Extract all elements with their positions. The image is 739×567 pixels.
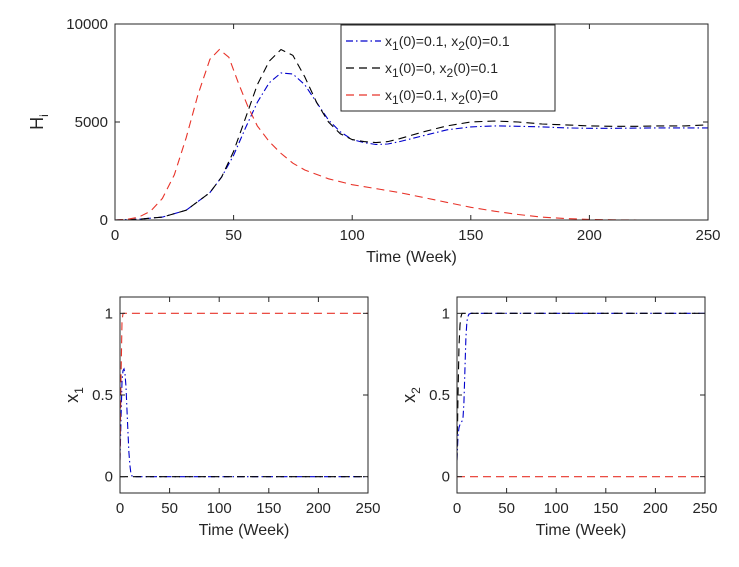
series-line-2 <box>115 48 708 220</box>
x-axis-label: Time (Week) <box>199 522 290 539</box>
legend: x1(0)=0.1, x2(0)=0.1 x1(0)=0, x2(0)=0.1 x1… <box>340 24 556 112</box>
x-tick-label: 250 <box>692 500 717 517</box>
y-tick-label: 0 <box>100 212 108 229</box>
y-tick-label: 0 <box>105 469 113 486</box>
legend-label-1: x1(0)=0, x2(0)=0.1 <box>385 60 498 80</box>
x-tick-label: 50 <box>161 500 178 517</box>
series-line-0 <box>115 72 708 220</box>
x-tick-label: 0 <box>111 227 119 244</box>
chart-1: 0 50 100 150 200 250 0 0.5 1 Time (Week) x1 <box>62 296 381 539</box>
x-tick-label: 100 <box>544 500 569 517</box>
axes-box <box>456 296 706 494</box>
legend-label-0: x1(0)=0.1, x2(0)=0.1 <box>385 33 510 53</box>
legend-label-2: x1(0)=0.1, x2(0)=0 <box>385 87 498 107</box>
y-axis-label: x2 <box>399 387 423 403</box>
x-tick-label: 50 <box>225 227 242 244</box>
x-tick-label: 200 <box>643 500 668 517</box>
series-line-0 <box>120 367 368 478</box>
x-tick-label: 150 <box>256 500 281 517</box>
y-tick-label: 0.5 <box>92 387 113 404</box>
x-tick-label: 250 <box>695 227 720 244</box>
y-tick-label: 1 <box>105 305 113 322</box>
x-tick-label: 0 <box>453 500 461 517</box>
chart-0: 0 50 100 150 200 250 0 5000 10000 Time (Week) Hi x1… <box>27 16 721 266</box>
x-tick-label: 200 <box>306 500 331 517</box>
series-line-1 <box>457 312 705 461</box>
x-tick-label: 100 <box>207 500 232 517</box>
y-tick-label: 10000 <box>66 16 108 33</box>
chart-2: 0 50 100 150 200 250 0 0.5 1 Time (Week) x2 <box>399 296 718 539</box>
x-tick-label: 200 <box>577 227 602 244</box>
series-line-1 <box>115 48 708 220</box>
y-axis-label: Hi <box>27 114 51 130</box>
series-line-2 <box>120 312 368 461</box>
x-axis-label: Time (Week) <box>366 249 457 266</box>
x-tick-label: 0 <box>116 500 124 517</box>
x-tick-label: 50 <box>498 500 515 517</box>
x-tick-label: 100 <box>340 227 365 244</box>
x-tick-label: 250 <box>355 500 380 517</box>
x-tick-label: 150 <box>593 500 618 517</box>
y-tick-label: 0 <box>442 469 450 486</box>
axes-box <box>119 296 369 494</box>
y-tick-label: 1 <box>442 305 450 322</box>
y-tick-label: 5000 <box>75 114 108 131</box>
y-tick-label: 0.5 <box>429 387 450 404</box>
y-axis-label: x1 <box>62 387 86 403</box>
series-line-0 <box>457 312 705 461</box>
x-axis-label: Time (Week) <box>536 522 627 539</box>
x-tick-label: 150 <box>458 227 483 244</box>
